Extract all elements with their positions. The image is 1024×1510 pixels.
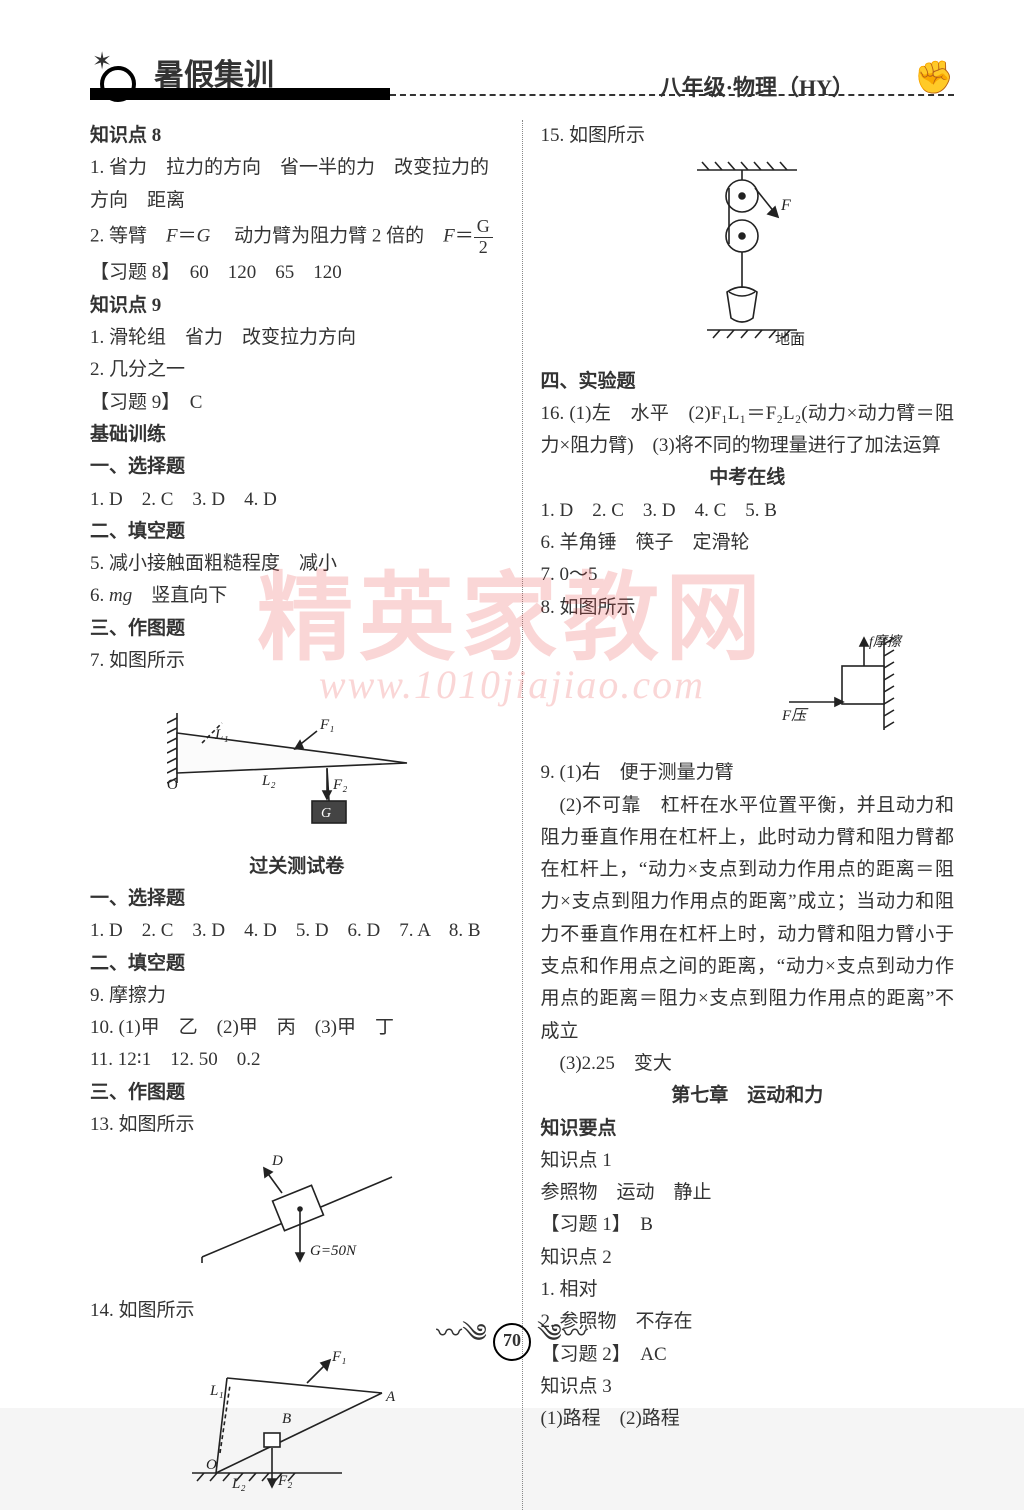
section-1-mc: 一、选择题 xyxy=(90,451,504,483)
test-q9: 9. 摩擦力 xyxy=(90,980,504,1012)
wall-hatch-icon xyxy=(167,713,177,783)
wall-hatch-8-icon xyxy=(884,638,894,728)
q16: 16. (1)左 水平 (2)F₁L₁＝F₂L₂(动力×动力臂＝阻力×阻力臂) … xyxy=(541,398,955,463)
label-f: f摩擦 xyxy=(869,634,903,650)
test-q11: 11. 12∶1 12. 50 0.2 xyxy=(90,1044,504,1076)
figure-15: F 地面 xyxy=(541,158,955,359)
label-F2: F₂ xyxy=(332,777,347,793)
fist-icon: ✊ xyxy=(914,58,954,96)
k8-l2a: 2. 等臂 xyxy=(90,226,166,247)
test-q10: 10. (1)甲 乙 (2)甲 丙 (3)甲 丁 xyxy=(90,1012,504,1044)
kp2: 知识点 2 xyxy=(541,1242,955,1274)
label-L2: L₂ xyxy=(261,773,276,789)
k9-line1: 1. 滑轮组 省力 改变拉力方向 xyxy=(90,322,504,354)
test-sec3: 三、作图题 xyxy=(90,1077,504,1109)
q9-2: (2)不可靠 杠杆在水平位置平衡，并且动力和阻力垂直作用在杠杆上，此时动力臂和阻… xyxy=(541,790,955,1048)
section-3-draw: 三、作图题 xyxy=(90,613,504,645)
mc-answers-1: 1. D 2. C 3. D 4. D xyxy=(90,484,504,516)
test-mc-answers: 1. D 2. C 3. D 4. D 5. D 6. D 7. A 8. B xyxy=(90,915,504,947)
frac-num: G xyxy=(474,217,493,238)
label-ground: 地面 xyxy=(775,331,805,348)
knowledge-point-9: 知识点 9 xyxy=(90,290,504,322)
fill-5: 5. 减小接触面粗糙程度 减小 xyxy=(90,548,504,580)
q9-3: (3)2.25 变大 xyxy=(541,1048,955,1080)
kp1-ans: 参照物 运动 静止 xyxy=(541,1177,955,1209)
ceiling-hatch-icon xyxy=(702,162,787,170)
zk-q8-label: 8. 如图所示 xyxy=(541,592,955,624)
kp2-1: 1. 相对 xyxy=(541,1274,955,1306)
swirl-right-icon: ༄〰 xyxy=(537,1305,588,1378)
label-F15: F xyxy=(780,197,791,214)
label-G50: G=50N xyxy=(310,1243,357,1259)
k8-line1: 1. 省力 拉力的方向 省一半的力 改变拉力的方向 距离 xyxy=(90,152,504,217)
test-sec2: 二、填空题 xyxy=(90,948,504,980)
page-footer: 〰༄ 70 ༄〰 xyxy=(0,1305,1024,1378)
label-A: A xyxy=(385,1389,396,1405)
exercise-1: 【习题 1】 B xyxy=(541,1209,955,1241)
title-bar xyxy=(90,88,390,100)
knowledge-point-8: 知识点 8 xyxy=(90,120,504,152)
knowledge-points-heading: 知识要点 xyxy=(541,1113,955,1145)
label-B: B xyxy=(282,1411,291,1427)
test-sec1: 一、选择题 xyxy=(90,883,504,915)
figure-8: f摩擦 F压 xyxy=(541,630,955,751)
fill-6: 6. mg 竖直向下 xyxy=(90,580,504,612)
pulley-diagram-icon: F 地面 xyxy=(657,158,837,348)
page-number: 70 xyxy=(493,1323,531,1361)
k8-line2: 2. 等臂 F＝G 动力臂为阻力臂 2 倍的 F＝G2 xyxy=(90,217,504,258)
q15-label: 15. 如图所示 xyxy=(541,120,955,152)
zk-mc-answers: 1. D 2. C 3. D 4. C 5. B xyxy=(541,495,955,527)
swirl-left-icon: 〰༄ xyxy=(436,1305,487,1378)
friction-diagram-icon: f摩擦 F压 xyxy=(734,630,914,740)
kp1: 知识点 1 xyxy=(541,1145,955,1177)
label-L1-14: L₁ xyxy=(209,1383,224,1399)
label-O14: O xyxy=(206,1457,217,1473)
frac-den: 2 xyxy=(474,238,493,258)
lever-diagram-icon: O L₁ F₁ L₂ F₂ xyxy=(167,683,427,833)
zk-q7: 7. 0～5 xyxy=(541,559,955,591)
label-D: D xyxy=(271,1153,283,1169)
label-O: O xyxy=(167,777,178,793)
test-paper-title: 过关测试卷 xyxy=(90,851,504,883)
q7-label: 7. 如图所示 xyxy=(90,645,504,677)
book-logo-icon: ✶ xyxy=(90,52,146,92)
chapter-7-title: 第七章 运动和力 xyxy=(541,1080,955,1112)
label-F2-14: F₂ xyxy=(277,1473,292,1489)
label-L1: L₁ xyxy=(214,727,229,743)
footer-decor: 〰༄ 70 ༄〰 xyxy=(436,1305,588,1378)
content-columns: 知识点 8 1. 省力 拉力的方向 省一半的力 改变拉力的方向 距离 2. 等臂… xyxy=(90,120,954,1510)
label-Fp: F压 xyxy=(781,708,809,724)
exercise-9: 【习题 9】 C xyxy=(90,387,504,419)
right-column: 15. 如图所示 xyxy=(522,120,955,1510)
section-4-exp: 四、实验题 xyxy=(541,366,955,398)
zhongkao-title: 中考在线 xyxy=(541,462,955,494)
figure-7: O L₁ F₁ L₂ F₂ xyxy=(90,683,504,844)
k9-line2: 2. 几分之一 xyxy=(90,354,504,386)
figure-13: D G=50N xyxy=(90,1147,504,1288)
kp3-ans: (1)路程 (2)路程 xyxy=(541,1403,955,1435)
exercise-8: 【习题 8】 60 120 65 120 xyxy=(90,257,504,289)
test-q13-label: 13. 如图所示 xyxy=(90,1109,504,1141)
zk-q6: 6. 羊角锤 筷子 定滑轮 xyxy=(541,527,955,559)
incline-diagram-icon: D G=50N xyxy=(182,1147,412,1277)
page-header: ✶ 暑假集训 八年级·物理（HY） ✊ xyxy=(90,50,954,110)
left-column: 知识点 8 1. 省力 拉力的方向 省一半的力 改变拉力的方向 距离 2. 等臂… xyxy=(90,120,522,1510)
k8-l2b: 动力臂为阻力臂 2 倍的 xyxy=(215,226,443,247)
basic-training: 基础训练 xyxy=(90,419,504,451)
label-L2-14: L₂ xyxy=(231,1476,246,1492)
q9-1: 9. (1)右 便于测量力臂 xyxy=(541,757,955,789)
grade-subject: 八年级·物理（HY） xyxy=(660,70,854,102)
label-G: G xyxy=(321,806,331,821)
section-2-fill: 二、填空题 xyxy=(90,516,504,548)
label-F1: F₁ xyxy=(319,717,334,733)
